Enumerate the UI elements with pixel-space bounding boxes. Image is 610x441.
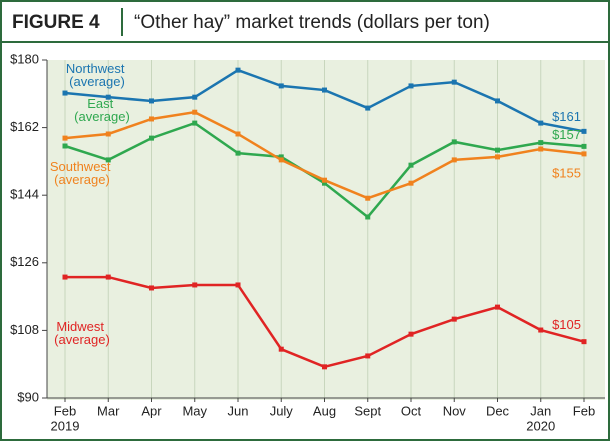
y-tick-label: $162 [10,119,39,134]
x-tick-label: Oct [401,403,422,418]
data-point [192,282,198,288]
data-point [581,151,587,157]
data-point [451,157,457,163]
data-point [581,128,587,134]
y-tick-label: $144 [10,187,39,202]
x-tick-label: Aug [313,403,336,418]
data-point [408,162,414,168]
data-point [408,83,414,89]
data-point [278,83,284,89]
data-point [365,105,371,111]
x-tick-label: Dec [486,403,510,418]
data-point [581,143,587,149]
x-tick-label: Sept [354,403,381,418]
data-point [149,285,154,291]
data-point [408,331,414,337]
data-point [322,177,327,183]
series-label: Southwest (average) [50,159,114,187]
series-label: East (average) [74,96,130,124]
y-tick-label: $126 [10,254,39,269]
data-point [235,131,241,137]
data-point [235,150,241,156]
data-point [62,135,68,141]
x-tick-label: Feb [54,403,76,418]
data-point [408,180,414,186]
series-label: Midwest (average) [54,319,110,347]
data-point [149,135,154,141]
value-label: $157 [552,127,581,142]
value-label: $105 [552,317,581,332]
data-point [538,120,544,126]
data-point [278,346,284,352]
data-point [538,140,544,146]
data-point [322,87,327,93]
data-point [365,195,371,201]
x-tick-label: July [270,403,294,418]
data-point [235,67,241,73]
data-point [105,131,111,137]
data-point [581,339,587,345]
data-point [538,327,544,333]
data-point [495,98,500,104]
chart-title: “Other hay” market trends (dollars per t… [134,12,490,33]
data-point [451,316,457,322]
x-tick-label: Nov [443,403,467,418]
data-point [62,143,68,149]
figure-number: FIGURE 4 [12,12,100,33]
data-point [278,157,284,163]
x-sublabel: 2020 [526,418,555,433]
data-point [365,353,371,359]
data-point [495,154,500,160]
data-point [495,304,500,310]
x-tick-label: Jun [228,403,249,418]
x-tick-label: Mar [97,403,120,418]
header-bg [2,2,608,42]
y-tick-label: $90 [17,389,39,404]
data-point [192,120,198,126]
data-point [538,146,544,152]
x-tick-label: Feb [573,403,595,418]
data-point [192,94,198,100]
data-point [105,157,111,163]
plot-bg [47,60,605,400]
x-tick-label: Apr [141,403,162,418]
x-tick-label: May [182,403,207,418]
data-point [62,90,68,96]
value-label: $161 [552,109,581,124]
x-tick-label: Jan [530,403,551,418]
data-point [322,364,327,370]
y-tick-label: $108 [10,322,39,337]
data-point [105,274,111,280]
data-point [322,180,327,186]
data-point [149,116,154,122]
data-point [451,139,457,145]
value-label: $155 [552,165,581,180]
data-point [451,79,457,85]
data-point [149,98,154,104]
data-point [495,147,500,153]
data-point [192,109,198,115]
data-point [278,154,284,160]
series-label: Northwest (average) [66,61,128,89]
data-point [235,282,241,288]
data-point [365,214,371,220]
y-tick-label: $180 [10,51,39,66]
x-sublabel: 2019 [51,418,80,433]
data-point [105,94,111,100]
data-point [62,274,68,280]
